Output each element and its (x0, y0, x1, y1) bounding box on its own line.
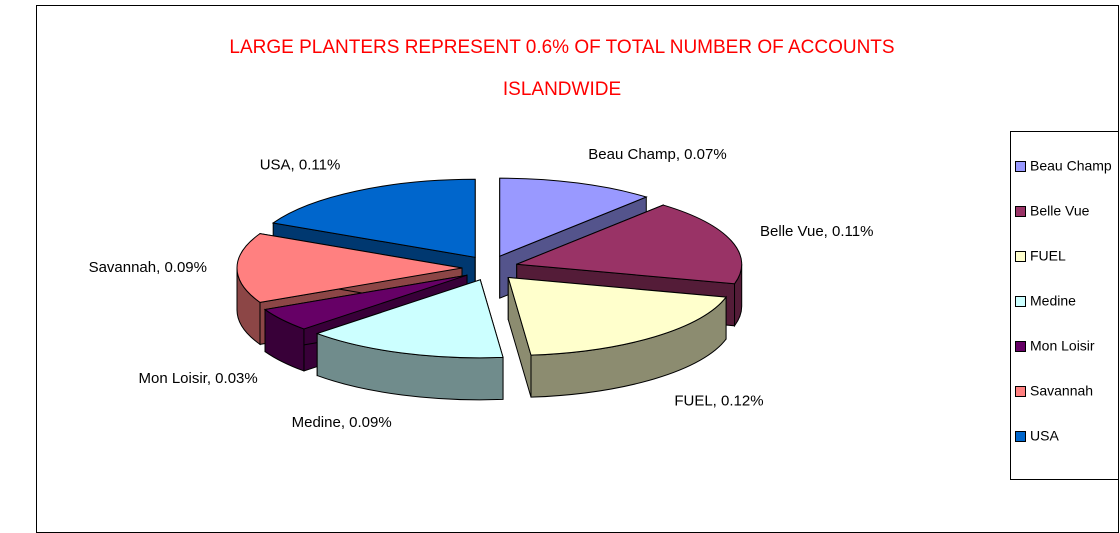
data-label: USA, 0.11% (260, 157, 341, 174)
legend-swatch (1015, 341, 1026, 352)
pie-slice (507, 276, 727, 398)
data-label: Beau Champ, 0.07% (588, 146, 726, 163)
legend-label: USA (1030, 428, 1059, 444)
legend-label: FUEL (1030, 248, 1066, 264)
legend-label: Belle Vue (1030, 203, 1090, 219)
slice-top (516, 204, 743, 285)
legend-swatch (1015, 431, 1026, 442)
legend-label: Savannah (1030, 383, 1093, 399)
chart-title: ISLANDWIDE (503, 79, 621, 100)
slice-top (315, 279, 504, 359)
legend-label: Mon Loisir (1030, 338, 1095, 354)
legend-swatch (1015, 296, 1026, 307)
data-label: FUEL, 0.12% (674, 392, 763, 409)
data-label: Belle Vue, 0.11% (760, 223, 873, 240)
legend-swatch (1015, 251, 1026, 262)
slice-top (271, 178, 476, 258)
legend-label: Beau Champ (1030, 158, 1112, 174)
chart-title: LARGE PLANTERS REPRESENT 0.6% OF TOTAL N… (229, 37, 894, 58)
slice-top (507, 276, 727, 356)
data-label: Medine, 0.09% (292, 414, 392, 431)
data-label: Mon Loisir, 0.03% (138, 370, 257, 387)
slice-top (499, 177, 648, 257)
legend-swatch (1015, 161, 1026, 172)
legend-box (1010, 131, 1119, 480)
data-label: Savannah, 0.09% (89, 259, 207, 276)
legend-label: Medine (1030, 293, 1076, 309)
slice-top (263, 274, 468, 330)
legend-swatch (1015, 206, 1026, 217)
legend-swatch (1015, 386, 1026, 397)
slice-top (236, 233, 463, 303)
pie-slice (315, 279, 504, 401)
